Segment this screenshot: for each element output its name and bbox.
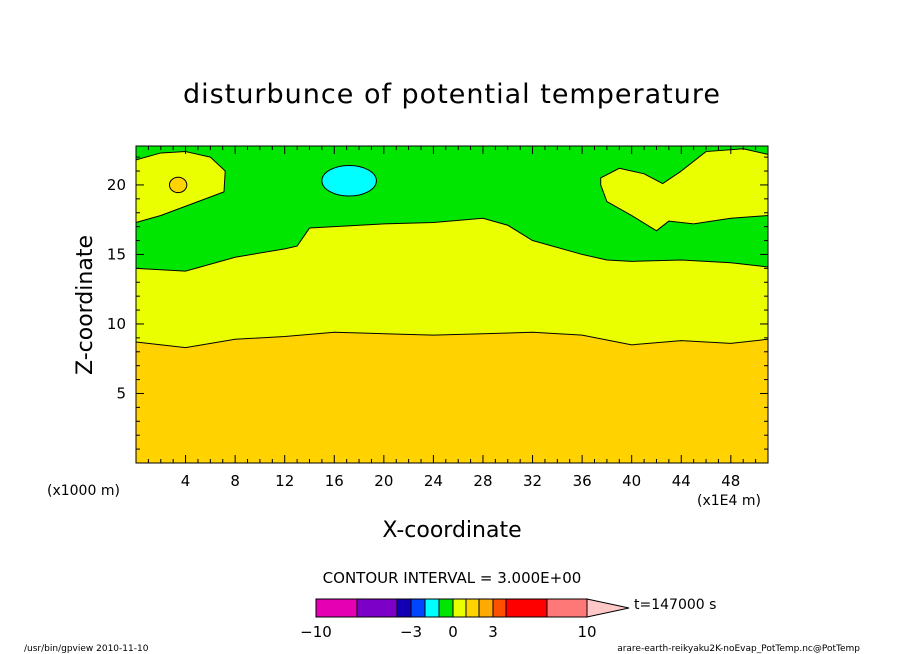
colorbar-arrow: [586, 598, 630, 618]
y-tick-label: 15: [107, 245, 126, 263]
colorbar-tick-label: −3: [400, 623, 422, 641]
region-orange: [136, 332, 768, 463]
contour-blobs: [135, 148, 769, 232]
contour-line-yellow: [135, 217, 769, 272]
x-tick-label: 44: [672, 472, 691, 490]
colorbar-tick-label: 0: [448, 623, 458, 641]
x-tick-label: 48: [721, 472, 740, 490]
x-tick-label: 36: [573, 472, 592, 490]
x-tick-label: 20: [374, 472, 393, 490]
blob-orange-spot: [168, 176, 188, 194]
colorbar-cell: [478, 598, 494, 618]
colorbar-cell: [465, 598, 480, 618]
y-tick-label: 5: [116, 384, 126, 402]
colorbar-cell: [410, 598, 426, 618]
colorbar-tick-label: −10: [300, 623, 332, 641]
chart-title: disturbunce of potential temperature: [183, 79, 721, 110]
colorbar-tick-label: 3: [488, 623, 498, 641]
y-axis-label: Z-coordinate: [73, 235, 98, 375]
x-tick-label: 28: [473, 472, 492, 490]
colorbar-cell: [492, 598, 507, 618]
colorbar-cell: [452, 598, 467, 618]
y-tick-label: 10: [107, 315, 126, 333]
plot-frame: [135, 145, 769, 464]
colorbar: −10 −3 0 3 10: [300, 598, 630, 641]
time-label: t=147000 s: [634, 597, 716, 613]
x-tick-label: 40: [622, 472, 641, 490]
contour-regions: [135, 217, 769, 463]
colorbar-cell: [424, 598, 440, 618]
colorbar-cell: [356, 598, 398, 618]
x-tick-label: 12: [275, 472, 294, 490]
x-tick-label: 16: [325, 472, 344, 490]
x-axis-ticks: 4 8 12 16 20 24 28 32 36 40 44 48: [147, 146, 769, 490]
x-tick-label: 8: [230, 472, 240, 490]
contour-interval: CONTOUR INTERVAL = 3.000E+00: [323, 569, 582, 587]
contour-line-orange: [135, 331, 769, 349]
blob-cyan-spot: [321, 164, 377, 197]
x-unit-right: (x1E4 m): [697, 493, 761, 509]
x-unit-left: (x1000 m): [47, 483, 120, 499]
colorbar-cell: [438, 598, 454, 618]
footer-right: arare-earth-reikyaku2K-noEvap_PotTemp.nc…: [617, 644, 860, 654]
x-tick-label: 32: [523, 472, 542, 490]
colorbar-tick-label: 10: [577, 623, 596, 641]
colorbar-cell: [315, 598, 358, 618]
y-tick-label: 20: [107, 176, 126, 194]
colorbar-cell: [546, 598, 588, 618]
colorbar-cell: [396, 598, 412, 618]
x-axis-label: X-coordinate: [382, 518, 521, 543]
footer-left: /usr/bin/gpview 2010-11-10: [24, 644, 149, 654]
colorbar-cell: [505, 598, 548, 618]
y-axis-ticks: 5 10 15 20: [107, 156, 768, 450]
x-tick-label: 24: [424, 472, 443, 490]
x-tick-label: 4: [181, 472, 191, 490]
